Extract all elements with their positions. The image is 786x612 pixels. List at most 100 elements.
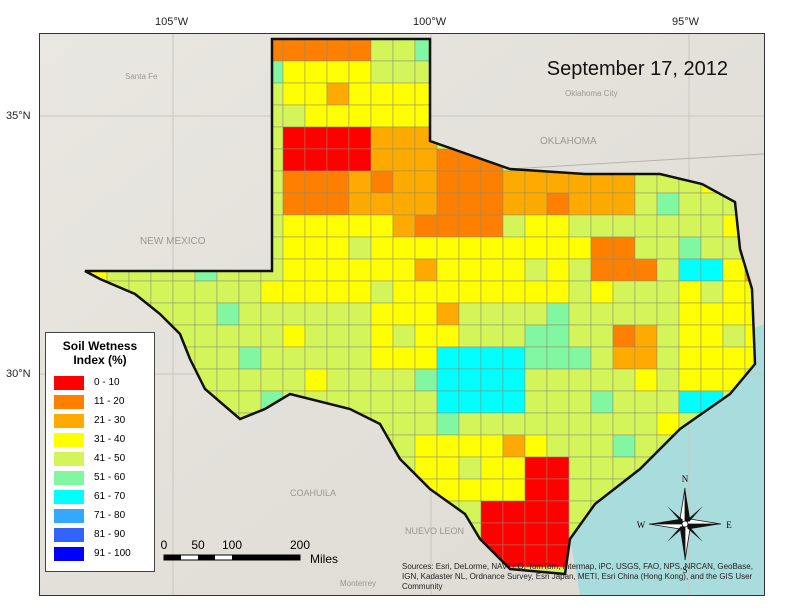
county-cell[interactable]	[304, 39, 328, 62]
county-cell[interactable]	[590, 434, 614, 458]
county-cell[interactable]	[392, 60, 416, 84]
county-cell[interactable]	[304, 148, 328, 172]
map-frame[interactable]: NEW MEXICO OKLAHOMA Oklahoma City Santa …	[39, 33, 765, 596]
county-cell[interactable]	[634, 324, 658, 348]
county-cell[interactable]	[194, 302, 218, 326]
county-cell[interactable]	[326, 148, 350, 172]
county-cell[interactable]	[458, 170, 482, 194]
county-cell[interactable]	[370, 324, 394, 348]
county-cell[interactable]	[590, 302, 614, 326]
county-cell[interactable]	[744, 324, 764, 348]
county-cell[interactable]	[348, 82, 372, 106]
county-cell[interactable]	[700, 192, 724, 216]
county-cell[interactable]	[436, 302, 460, 326]
county-cell[interactable]	[414, 258, 438, 282]
county-cell[interactable]	[502, 214, 526, 238]
county-cell[interactable]	[238, 324, 262, 348]
county-cell[interactable]	[392, 214, 416, 238]
county-cell[interactable]	[304, 302, 328, 326]
county-cell[interactable]	[348, 104, 372, 128]
county-cell[interactable]	[436, 434, 460, 458]
county-cell[interactable]	[436, 236, 460, 260]
county-cell[interactable]	[370, 280, 394, 304]
county-cell[interactable]	[722, 346, 746, 370]
county-cell[interactable]	[744, 302, 764, 326]
county-cell[interactable]	[392, 368, 416, 392]
county-cell[interactable]	[524, 478, 548, 502]
county-cell[interactable]	[326, 126, 350, 150]
county-cell[interactable]	[634, 346, 658, 370]
county-cell[interactable]	[414, 434, 438, 458]
county-cell[interactable]	[326, 324, 350, 348]
county-cell[interactable]	[304, 346, 328, 370]
county-cell[interactable]	[722, 324, 746, 348]
county-cell[interactable]	[172, 302, 196, 326]
county-cell[interactable]	[392, 82, 416, 106]
county-cell[interactable]	[436, 346, 460, 370]
county-cell[interactable]	[524, 522, 548, 546]
county-cell[interactable]	[678, 258, 702, 282]
county-cell[interactable]	[568, 302, 592, 326]
county-cell[interactable]	[370, 368, 394, 392]
county-cell[interactable]	[546, 214, 570, 238]
county-cell[interactable]	[546, 500, 570, 524]
county-cell[interactable]	[458, 324, 482, 348]
county-cell[interactable]	[524, 258, 548, 282]
county-cell[interactable]	[326, 236, 350, 260]
county-cell[interactable]	[304, 214, 328, 238]
county-cell[interactable]	[480, 456, 504, 480]
county-cell[interactable]	[634, 258, 658, 282]
county-cell[interactable]	[502, 522, 526, 546]
county-cell[interactable]	[414, 346, 438, 370]
county-cell[interactable]	[612, 302, 636, 326]
county-cell[interactable]	[348, 214, 372, 238]
county-cell[interactable]	[392, 302, 416, 326]
county-cell[interactable]	[524, 346, 548, 370]
county-cell[interactable]	[634, 412, 658, 436]
county-cell[interactable]	[172, 280, 196, 304]
county-cell[interactable]	[458, 346, 482, 370]
county-cell[interactable]	[392, 412, 416, 436]
county-cell[interactable]	[458, 390, 482, 414]
county-cell[interactable]	[304, 60, 328, 84]
county-cell[interactable]	[480, 236, 504, 260]
county-cell[interactable]	[656, 324, 680, 348]
county-cell[interactable]	[370, 104, 394, 128]
county-cell[interactable]	[282, 82, 306, 106]
county-cell[interactable]	[480, 324, 504, 348]
county-cell[interactable]	[568, 346, 592, 370]
county-cell[interactable]	[678, 236, 702, 260]
county-cell[interactable]	[260, 346, 284, 370]
county-cell[interactable]	[436, 280, 460, 304]
county-cell[interactable]	[700, 258, 724, 282]
county-cell[interactable]	[326, 368, 350, 392]
county-cell[interactable]	[282, 39, 306, 62]
county-cell[interactable]	[568, 192, 592, 216]
county-cell[interactable]	[326, 280, 350, 304]
county-cell[interactable]	[568, 434, 592, 458]
county-cell[interactable]	[348, 302, 372, 326]
county-cell[interactable]	[546, 192, 570, 216]
county-cell[interactable]	[458, 214, 482, 238]
county-cell[interactable]	[634, 192, 658, 216]
county-cell[interactable]	[282, 60, 306, 84]
county-cell[interactable]	[612, 324, 636, 348]
county-cell[interactable]	[502, 456, 526, 480]
county-cell[interactable]	[524, 390, 548, 414]
county-cell[interactable]	[370, 192, 394, 216]
county-cell[interactable]	[480, 258, 504, 282]
county-cell[interactable]	[282, 192, 306, 216]
county-cell[interactable]	[656, 214, 680, 238]
county-cell[interactable]	[656, 390, 680, 414]
county-cell[interactable]	[414, 368, 438, 392]
county-cell[interactable]	[700, 214, 724, 238]
county-cell[interactable]	[722, 258, 746, 282]
county-cell[interactable]	[326, 346, 350, 370]
county-cell[interactable]	[238, 346, 262, 370]
county-cell[interactable]	[590, 368, 614, 392]
county-cell[interactable]	[634, 368, 658, 392]
county-cell[interactable]	[590, 346, 614, 370]
county-cell[interactable]	[502, 412, 526, 436]
county-cell[interactable]	[282, 214, 306, 238]
county-cell[interactable]	[370, 39, 394, 62]
